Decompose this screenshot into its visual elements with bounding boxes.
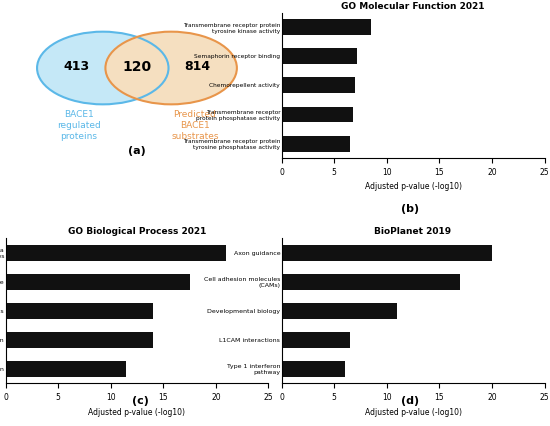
- Text: BACE1
regulated
proteins: BACE1 regulated proteins: [57, 110, 101, 141]
- Bar: [282, 49, 358, 64]
- Text: 120: 120: [123, 60, 152, 74]
- Title: BioPlanet 2019: BioPlanet 2019: [375, 227, 452, 236]
- Bar: [6, 303, 153, 319]
- Bar: [282, 135, 350, 152]
- Text: (a): (a): [128, 146, 146, 156]
- Bar: [282, 273, 460, 290]
- Text: 814: 814: [184, 60, 211, 73]
- Text: (d): (d): [401, 396, 419, 406]
- X-axis label: Adjusted p-value (-log10): Adjusted p-value (-log10): [89, 408, 185, 417]
- Bar: [282, 303, 397, 319]
- Bar: [282, 361, 345, 377]
- Circle shape: [106, 32, 237, 104]
- X-axis label: Adjusted p-value (-log10): Adjusted p-value (-log10): [365, 408, 461, 417]
- Bar: [6, 245, 227, 261]
- Text: (c): (c): [132, 396, 148, 406]
- Bar: [282, 78, 355, 93]
- Bar: [282, 332, 350, 348]
- Bar: [282, 20, 371, 35]
- X-axis label: Adjusted p-value (-log10): Adjusted p-value (-log10): [365, 182, 461, 191]
- Bar: [282, 106, 353, 123]
- Bar: [6, 332, 153, 348]
- Title: GO Biological Process 2021: GO Biological Process 2021: [68, 227, 206, 236]
- Circle shape: [37, 32, 168, 104]
- Text: Predicted
BACE1
substrates: Predicted BACE1 substrates: [171, 110, 218, 141]
- Bar: [6, 273, 190, 290]
- Bar: [6, 361, 126, 377]
- Text: (b): (b): [401, 204, 419, 214]
- Text: 413: 413: [63, 60, 90, 73]
- Title: GO Molecular Function 2021: GO Molecular Function 2021: [342, 2, 485, 11]
- Bar: [282, 245, 492, 261]
